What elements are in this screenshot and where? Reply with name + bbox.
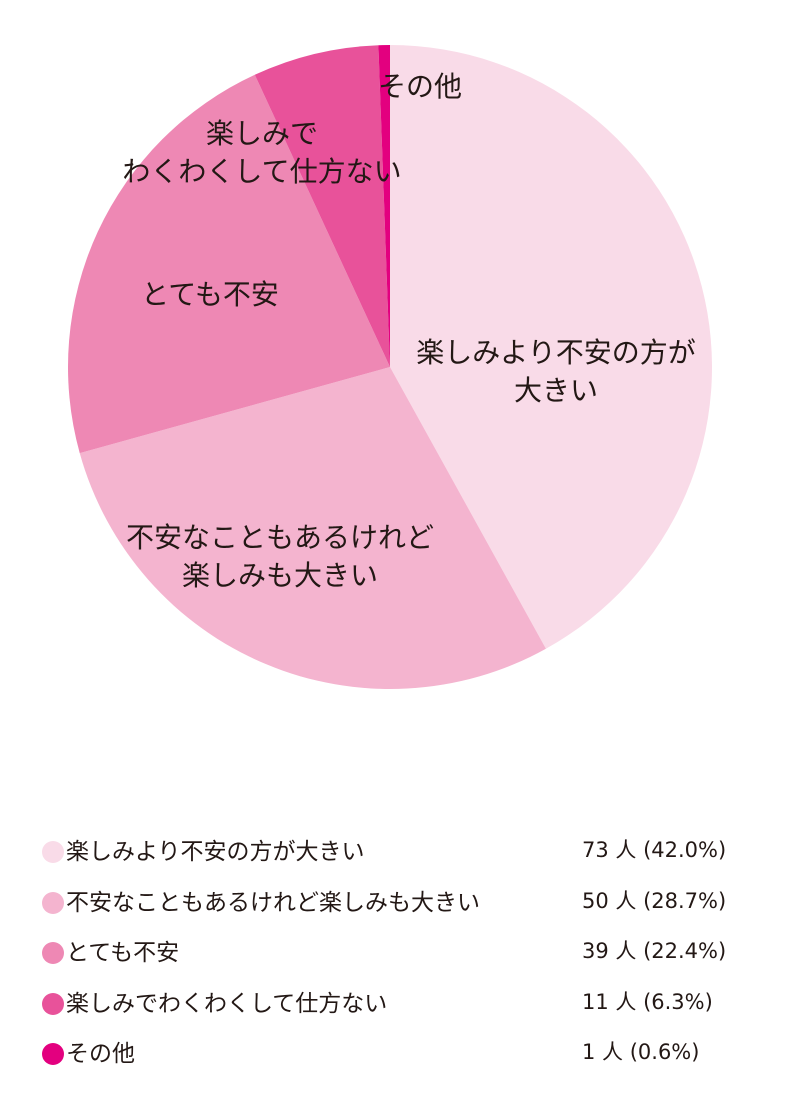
slice-label-line: 不安なこともあるけれど [126, 521, 434, 554]
legend-count: 50 人 (28.7%) [582, 888, 727, 913]
slice-label-line: 楽しみより不安の方が [416, 336, 695, 369]
legend-item: 不安なこともあるけれど楽しみも大きい 50 人 (28.7%) [42, 879, 742, 930]
legend-item: とても不安 39 人 (22.4%) [42, 929, 742, 980]
slice-label-line: 楽しみも大きい [182, 559, 378, 592]
slice-label-line: その他 [378, 70, 462, 103]
legend-count: 11 人 (6.3%) [582, 989, 713, 1014]
legend-label: 楽しみより不安の方が大きい [66, 839, 365, 865]
slice-label-line: わくわくして仕方ない [122, 155, 401, 188]
legend-item: その他 1 人 (0.6%) [42, 1030, 742, 1081]
slice-label: その他 [378, 70, 462, 103]
slice-label: とても不安 [141, 278, 279, 311]
slice-label-line: 大きい [514, 374, 598, 407]
pie-slices [68, 45, 713, 689]
slice-label-line: 楽しみで [206, 117, 318, 150]
slice-label: 楽しみより不安の方が大きい [416, 336, 695, 407]
legend-count: 73 人 (42.0%) [582, 838, 727, 862]
legend-count: 39 人 (22.4%) [582, 939, 727, 963]
legend-swatch [42, 1043, 64, 1065]
slice-label-line: とても不安 [141, 278, 279, 311]
legend-swatch [42, 942, 64, 964]
slice-very-anxious [68, 74, 391, 454]
legend-swatch [42, 841, 64, 863]
legend-label: その他 [66, 1041, 135, 1067]
legend-item: 楽しみより不安の方が大きい 73 人 (42.0%) [42, 828, 742, 879]
slice-very-excited [254, 45, 390, 368]
legend: 楽しみより不安の方が大きい 73 人 (42.0%) 不安なこともあるけれど楽し… [42, 828, 742, 1081]
legend-swatch [42, 891, 64, 914]
slice-label: 不安なこともあるけれど楽しみも大きい [126, 521, 434, 592]
legend-item: 楽しみでわくわくして仕方ない 11 人 (6.3%) [42, 980, 742, 1031]
legend-count: 1 人 (0.6%) [582, 1040, 700, 1064]
legend-label: 楽しみでわくわくして仕方ない [66, 990, 388, 1017]
slice-anxious-but-excited [79, 367, 546, 689]
slice-larger-anxiety [390, 45, 713, 649]
slice-label: 楽しみでわくわくして仕方ない [122, 117, 401, 188]
legend-label: 不安なこともあるけれど楽しみも大きい [66, 889, 480, 916]
legend-swatch [42, 992, 64, 1015]
legend-label: とても不安 [66, 940, 180, 966]
slice-other [378, 45, 390, 367]
